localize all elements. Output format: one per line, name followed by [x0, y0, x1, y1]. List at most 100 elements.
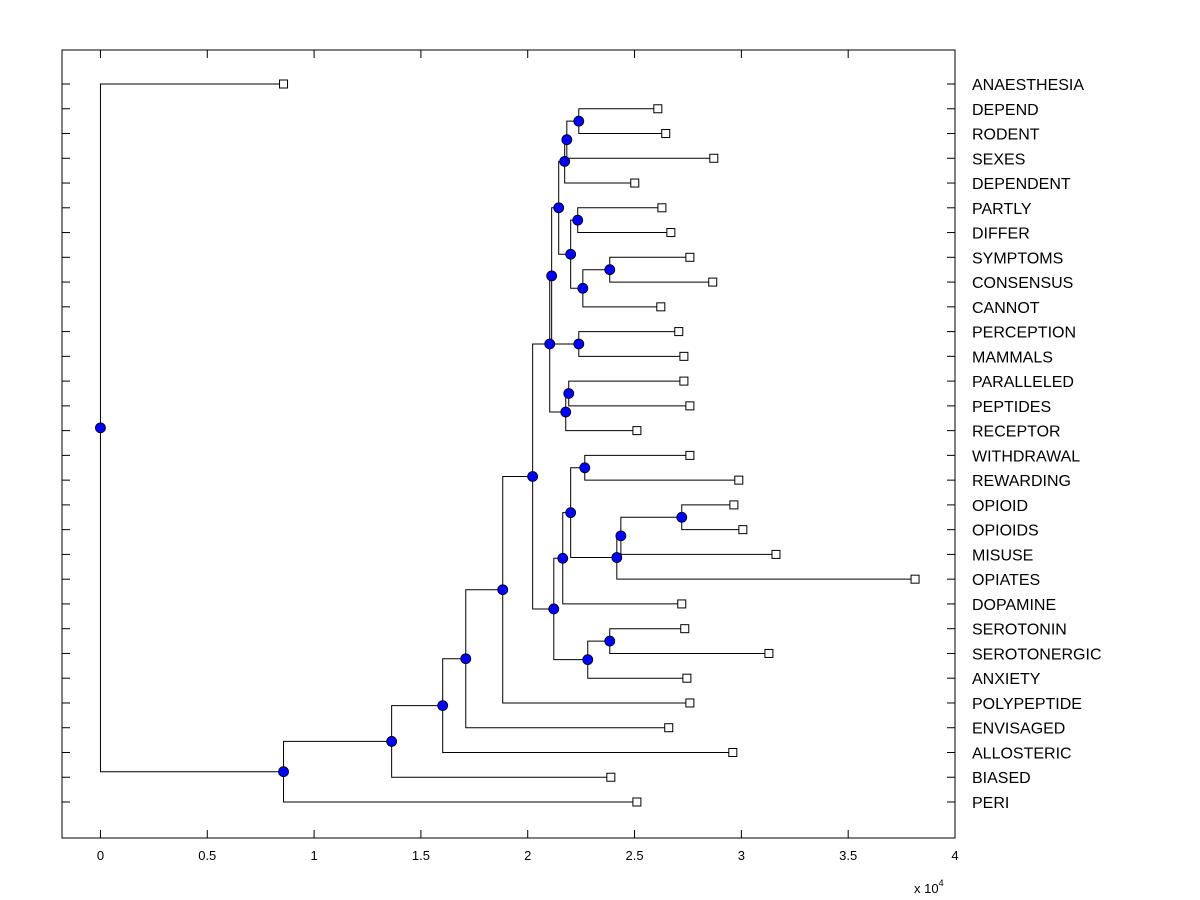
leaf-label: CONSENSUS	[972, 275, 1073, 292]
leaf-marker	[656, 302, 666, 312]
leaf-label: ENVISAGED	[972, 721, 1065, 738]
dendrogram-link	[283, 771, 637, 803]
merge-node-marker	[560, 406, 572, 418]
leaf-label: MAMMALS	[972, 349, 1053, 366]
dendrogram-link	[442, 705, 733, 753]
merge-node-marker	[548, 603, 560, 615]
merge-node-marker	[615, 530, 627, 542]
dendrogram-link	[442, 658, 466, 706]
leaf-marker	[729, 500, 739, 510]
x-tick-label: 3	[738, 848, 745, 863]
x-tick-label: 2.5	[626, 848, 644, 863]
leaf-label: PERI	[972, 795, 1009, 812]
leaf-marker	[738, 525, 748, 535]
leaf-marker	[685, 252, 695, 262]
dendrogram-link	[587, 640, 610, 660]
leaf-label: CANNOT	[972, 300, 1040, 317]
merge-node-marker	[95, 422, 106, 434]
merge-node-marker	[386, 736, 398, 747]
leaf-label: PARALLELED	[972, 374, 1074, 391]
leaf-label: OPIOIDS	[972, 523, 1039, 540]
leaf-marker	[606, 772, 616, 782]
merge-node-marker	[572, 214, 584, 226]
leaf-marker	[734, 475, 744, 485]
dendrogram-link	[283, 740, 392, 772]
x-tick-label: 2	[524, 848, 531, 863]
dendrogram-link	[616, 557, 916, 580]
dendrogram-link	[564, 161, 635, 184]
leaf-label: BIASED	[972, 770, 1031, 787]
dendrogram-link	[570, 512, 617, 559]
leaf-label: ANAESTHESIA	[972, 77, 1084, 94]
x-multiplier-exponent: 4	[939, 878, 944, 888]
dendrogram-link	[532, 476, 554, 610]
merge-node-marker	[579, 462, 591, 474]
dendrogram-link	[620, 516, 682, 536]
leaf-label: RODENT	[972, 127, 1040, 144]
merge-node-marker	[573, 338, 585, 350]
dendrogram-link	[465, 589, 503, 659]
dendrogram-link	[99, 83, 284, 428]
x-tick-label: 0.5	[198, 848, 216, 863]
leaf-label: MISUSE	[972, 547, 1033, 564]
leaf-marker	[664, 723, 674, 733]
x-tick-label: 3.5	[839, 848, 857, 863]
leaf-marker	[708, 277, 718, 287]
merge-node-marker	[546, 270, 558, 282]
merge-node-marker	[565, 507, 577, 519]
dendrogram-link	[502, 589, 690, 704]
merge-node-marker	[561, 134, 573, 146]
leaf-label: ALLOSTERIC	[972, 745, 1072, 762]
x-tick-label: 0	[97, 848, 104, 863]
leaf-marker	[674, 327, 684, 337]
leaf-label: PERCEPTION	[972, 325, 1076, 342]
merge-node-marker	[527, 471, 539, 482]
x-tick-label: 1.5	[412, 848, 430, 863]
leaf-label: RECEPTOR	[972, 424, 1061, 441]
dendrogram-link	[99, 427, 284, 773]
leaf-marker	[679, 376, 689, 386]
leaf-label: SEXES	[972, 151, 1025, 168]
leaf-label: DEPENDENT	[972, 176, 1071, 193]
leaf-label: PARTLY	[972, 201, 1032, 218]
leaf-marker	[680, 624, 690, 634]
leaf-label: OPIATES	[972, 572, 1040, 589]
merge-node-marker	[497, 584, 509, 596]
leaf-marker	[764, 648, 774, 658]
merge-node-marker	[553, 202, 565, 214]
leaf-marker	[661, 129, 671, 139]
dendrogram-link	[502, 475, 533, 590]
dendrogram-link	[391, 705, 443, 742]
dendrogram-link	[587, 659, 687, 679]
merge-node-marker	[563, 388, 575, 399]
merge-node-marker	[437, 700, 449, 712]
leaf-marker	[632, 797, 642, 807]
leaf-marker	[679, 351, 689, 361]
leaf-marker	[666, 228, 676, 238]
leaf-marker	[685, 698, 695, 708]
merge-node-marker	[582, 654, 594, 666]
dendrogram-link	[532, 343, 550, 477]
leaf-label: SYMPTOMS	[972, 250, 1063, 267]
merge-node-marker	[565, 248, 577, 260]
merge-node-marker	[557, 552, 569, 564]
merge-node-marker	[278, 766, 289, 778]
x-multiplier-label: x 104	[914, 878, 944, 896]
leaf-marker	[685, 401, 695, 411]
leaf-marker	[279, 79, 289, 89]
dendrogram-link	[553, 608, 588, 661]
leaf-label: SEROTONIN	[972, 622, 1067, 639]
leaf-marker	[728, 747, 738, 757]
merge-node-marker	[611, 552, 623, 563]
leaf-label: DOPAMINE	[972, 597, 1056, 614]
leaf-marker	[653, 104, 663, 114]
leaf-label: DEPEND	[972, 102, 1039, 119]
leaf-label: REWARDING	[972, 473, 1071, 490]
merge-node-marker	[604, 264, 616, 276]
dendrogram-link	[562, 558, 682, 605]
merge-node-marker	[676, 511, 688, 523]
leaf-label: DIFFER	[972, 226, 1030, 243]
plot-frame	[61, 49, 956, 839]
leaf-marker	[632, 426, 642, 436]
